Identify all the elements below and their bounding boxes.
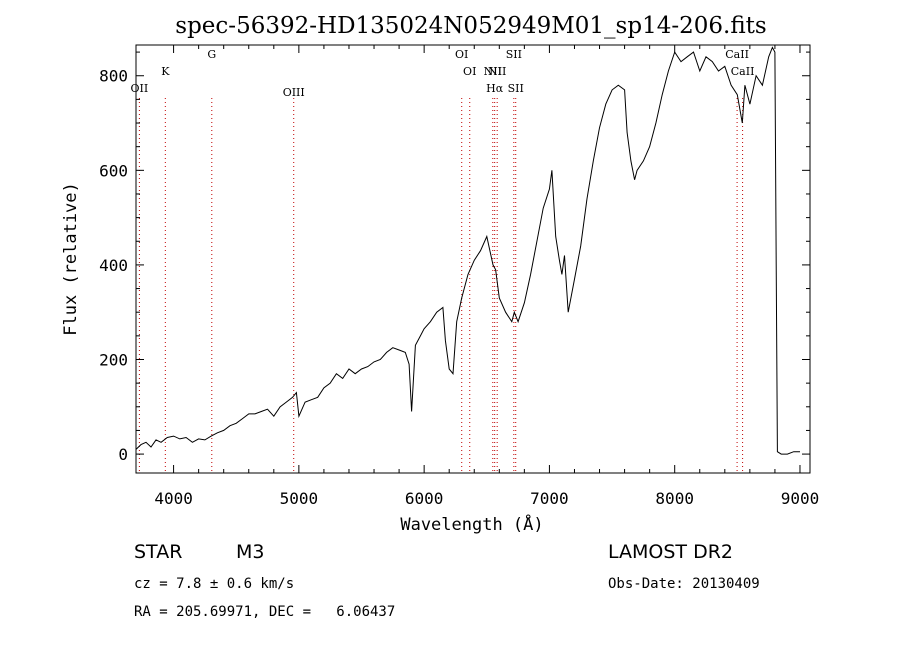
object-class: STAR <box>134 541 183 563</box>
y-tick-label: 800 <box>99 67 128 86</box>
plot-frame <box>135 44 811 474</box>
emission-line-label: CaII <box>731 65 755 78</box>
emission-line-label: NII <box>488 65 506 78</box>
axes: 4000 5000 6000 7000 8000 9000 0 200 400 600 800 <box>99 45 819 508</box>
sky-coordinates: RA = 205.69971, DEC = 6.06437 <box>134 604 396 620</box>
observation-date: Obs-Date: 20130409 <box>608 576 760 592</box>
emission-line-label: Hα <box>486 82 504 95</box>
emission-line-label: SII <box>508 82 524 95</box>
x-tick-label: 7000 <box>530 489 569 508</box>
spectrum-plot <box>135 46 800 455</box>
emission-line-label: SII <box>506 48 522 61</box>
survey-name: LAMOST DR2 <box>608 541 733 563</box>
x-axis-label: Wavelength (Å) <box>400 513 543 535</box>
emission-line-label: K <box>161 65 170 78</box>
emission-line-label: OIII <box>283 86 305 99</box>
x-tick-label: 5000 <box>280 489 319 508</box>
y-tick-label: 200 <box>99 350 128 369</box>
emission-line-label: G <box>207 48 216 61</box>
emission-line-label: OII <box>131 82 149 95</box>
x-tick-label: 8000 <box>655 489 694 508</box>
x-tick-label: 9000 <box>781 489 820 508</box>
object-subclass: M3 <box>236 541 265 563</box>
chart-title: spec-56392-HD135024N052949M01_sp14-206.f… <box>175 13 766 39</box>
emission-line-label: OI <box>455 48 468 61</box>
redshift-cz: cz = 7.8 ± 0.6 km/s <box>134 576 295 592</box>
y-tick-label: 600 <box>99 161 128 180</box>
emission-line-label: CaII <box>725 48 749 61</box>
y-tick-label: 0 <box>118 445 128 464</box>
x-tick-label: 6000 <box>405 489 444 508</box>
x-tick-label: 4000 <box>154 489 193 508</box>
y-tick-label: 400 <box>99 256 128 275</box>
emission-line-label: OI <box>463 65 476 78</box>
emission-line-label: NII <box>484 65 502 78</box>
spectrum-line <box>135 46 800 455</box>
y-axis-label: Flux (relative) <box>61 182 81 336</box>
